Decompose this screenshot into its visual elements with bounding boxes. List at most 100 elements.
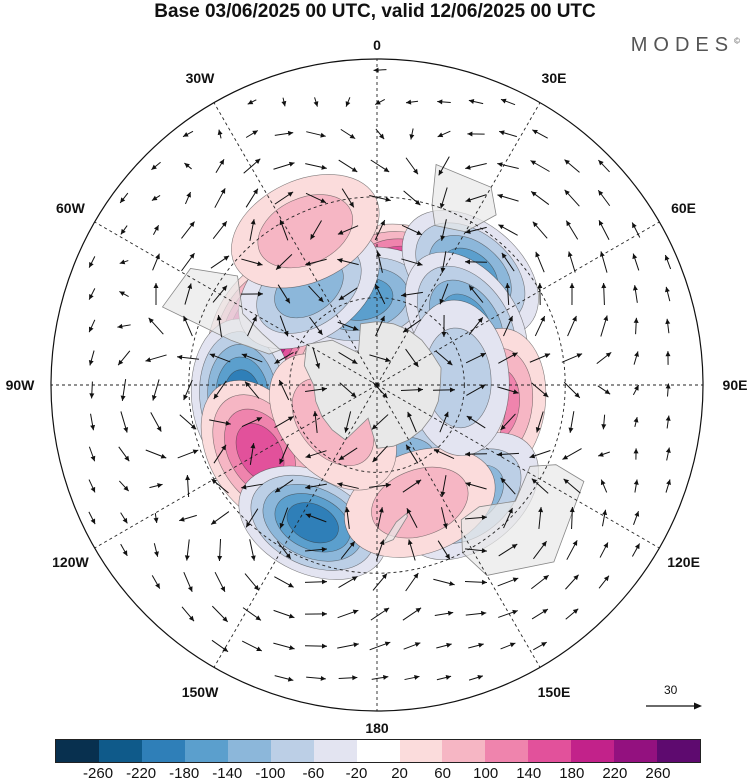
wind-arrow-head bbox=[540, 316, 545, 322]
wind-arrow-head bbox=[468, 99, 475, 104]
colorbar-tick-label: -100 bbox=[255, 765, 286, 782]
wind-arrow-head bbox=[415, 479, 422, 485]
wind-arrow-head bbox=[465, 164, 471, 170]
wind-arrow-head bbox=[513, 389, 519, 395]
wind-arrow-head bbox=[217, 555, 223, 561]
meridian-line bbox=[376, 102, 541, 386]
wind-arrow-head bbox=[351, 167, 358, 172]
wind-arrow-head bbox=[285, 553, 291, 559]
wind-arrow-head bbox=[569, 283, 575, 289]
wind-arrow-head bbox=[338, 295, 345, 301]
wind-arrow-head bbox=[443, 411, 449, 418]
colorbar-tick-label: 60 bbox=[434, 765, 451, 782]
wind-arrow-head bbox=[185, 475, 191, 481]
wind-arrow-head bbox=[274, 487, 281, 493]
wind-arrow-head bbox=[123, 485, 129, 492]
longitude-label: 60E bbox=[671, 200, 697, 216]
wind-arrow-head bbox=[447, 610, 454, 616]
wind-arrow-head bbox=[465, 259, 471, 265]
wind-arrow-head bbox=[665, 351, 671, 357]
wind-arrow-head bbox=[383, 607, 390, 613]
wind-arrow-head bbox=[385, 196, 391, 202]
wind-arrow-head bbox=[500, 98, 507, 104]
wind-arrow-head bbox=[154, 551, 159, 557]
colorbar-tick-label: 140 bbox=[516, 765, 542, 782]
wind-arrow-head bbox=[283, 330, 289, 337]
wind-arrow-head bbox=[407, 539, 413, 545]
wind-arrow-head bbox=[383, 167, 390, 172]
colorbar-tick-label: -20 bbox=[345, 765, 368, 782]
wind-arrow-head bbox=[305, 261, 311, 266]
wind-arrow-head bbox=[223, 255, 230, 261]
wind-arrow-head bbox=[379, 133, 385, 140]
wind-arrow-head bbox=[563, 478, 570, 485]
wind-arrow-head bbox=[211, 519, 217, 525]
wind-arrow-head bbox=[351, 576, 358, 582]
copyright-mark: © bbox=[734, 36, 740, 46]
wind-arrow-head bbox=[221, 285, 227, 291]
wind-arrow-head bbox=[153, 283, 159, 289]
wind-arrow-head bbox=[90, 518, 96, 525]
wind-arrow-head bbox=[465, 197, 472, 203]
wind-arrow-head bbox=[414, 675, 420, 680]
wind-arrow-head bbox=[288, 161, 295, 167]
wind-arrow-head bbox=[219, 159, 225, 165]
wind-arrow-head bbox=[544, 353, 551, 358]
wind-arrow-head bbox=[289, 645, 295, 650]
wind-arrow-head bbox=[157, 483, 163, 489]
wind-arrow-head bbox=[665, 415, 671, 421]
wind-arrow-head bbox=[440, 267, 446, 273]
wind-arrow-head bbox=[187, 283, 193, 289]
wind-arrow-head bbox=[541, 541, 547, 547]
longitude-label: 30E bbox=[541, 70, 567, 87]
wind-arrow-head bbox=[417, 387, 423, 393]
wind-arrow-head bbox=[478, 642, 484, 648]
wind-arrow-head bbox=[287, 130, 294, 136]
wind-arrow-head bbox=[320, 132, 326, 138]
wind-arrow-head bbox=[183, 132, 189, 137]
wind-arrow-head bbox=[349, 541, 355, 547]
wind-arrow-head bbox=[497, 193, 503, 199]
anomaly-center bbox=[406, 299, 510, 457]
longitude-label: 90E bbox=[722, 377, 748, 393]
wind-arrow-head bbox=[542, 391, 549, 398]
wind-arrow-head bbox=[543, 575, 549, 581]
wind-arrow-head bbox=[512, 352, 518, 358]
wind-arrow-head bbox=[572, 540, 578, 546]
wind-arrow-head bbox=[602, 509, 608, 516]
wind-arrow-head bbox=[605, 352, 612, 358]
wind-arrow-head bbox=[413, 573, 419, 579]
colorbar-segment bbox=[528, 740, 572, 762]
wind-arrow-head bbox=[530, 160, 537, 166]
colorbar-tick-label: -180 bbox=[169, 765, 200, 782]
wind-arrow-head bbox=[320, 198, 326, 203]
colorbar-tick-label: -140 bbox=[212, 765, 243, 782]
wind-arrow-head bbox=[317, 329, 323, 335]
wind-arrow-head bbox=[221, 444, 227, 451]
reference-vector-label: 30 bbox=[664, 683, 678, 697]
wind-arrow-head bbox=[599, 251, 605, 257]
wind-arrow-head bbox=[572, 315, 577, 322]
wind-arrow-head bbox=[497, 451, 503, 457]
wind-arrow-head bbox=[603, 542, 608, 549]
wind-arrow-head bbox=[352, 325, 359, 331]
wind-arrow-head bbox=[375, 99, 381, 105]
colorbar-tick-label: 100 bbox=[473, 765, 499, 782]
wind-arrow-head bbox=[353, 642, 359, 648]
wind-arrow-head bbox=[439, 298, 445, 305]
wind-arrow-head bbox=[665, 447, 671, 453]
wind-arrow-head bbox=[634, 351, 639, 357]
wind-vectors bbox=[88, 67, 672, 682]
wind-arrow-head bbox=[477, 317, 483, 323]
wind-arrow-head bbox=[154, 225, 159, 231]
wind-arrow-head bbox=[254, 158, 261, 164]
colorbar bbox=[55, 739, 701, 763]
wind-arrow-head bbox=[441, 331, 447, 337]
wind-arrow-head bbox=[118, 359, 124, 366]
wind-arrow-head bbox=[413, 361, 419, 367]
wind-arrow-head bbox=[349, 133, 356, 139]
wind-arrow-head bbox=[90, 486, 96, 493]
longitude-label: 0 bbox=[373, 37, 381, 53]
longitude-label: 30W bbox=[185, 70, 215, 87]
